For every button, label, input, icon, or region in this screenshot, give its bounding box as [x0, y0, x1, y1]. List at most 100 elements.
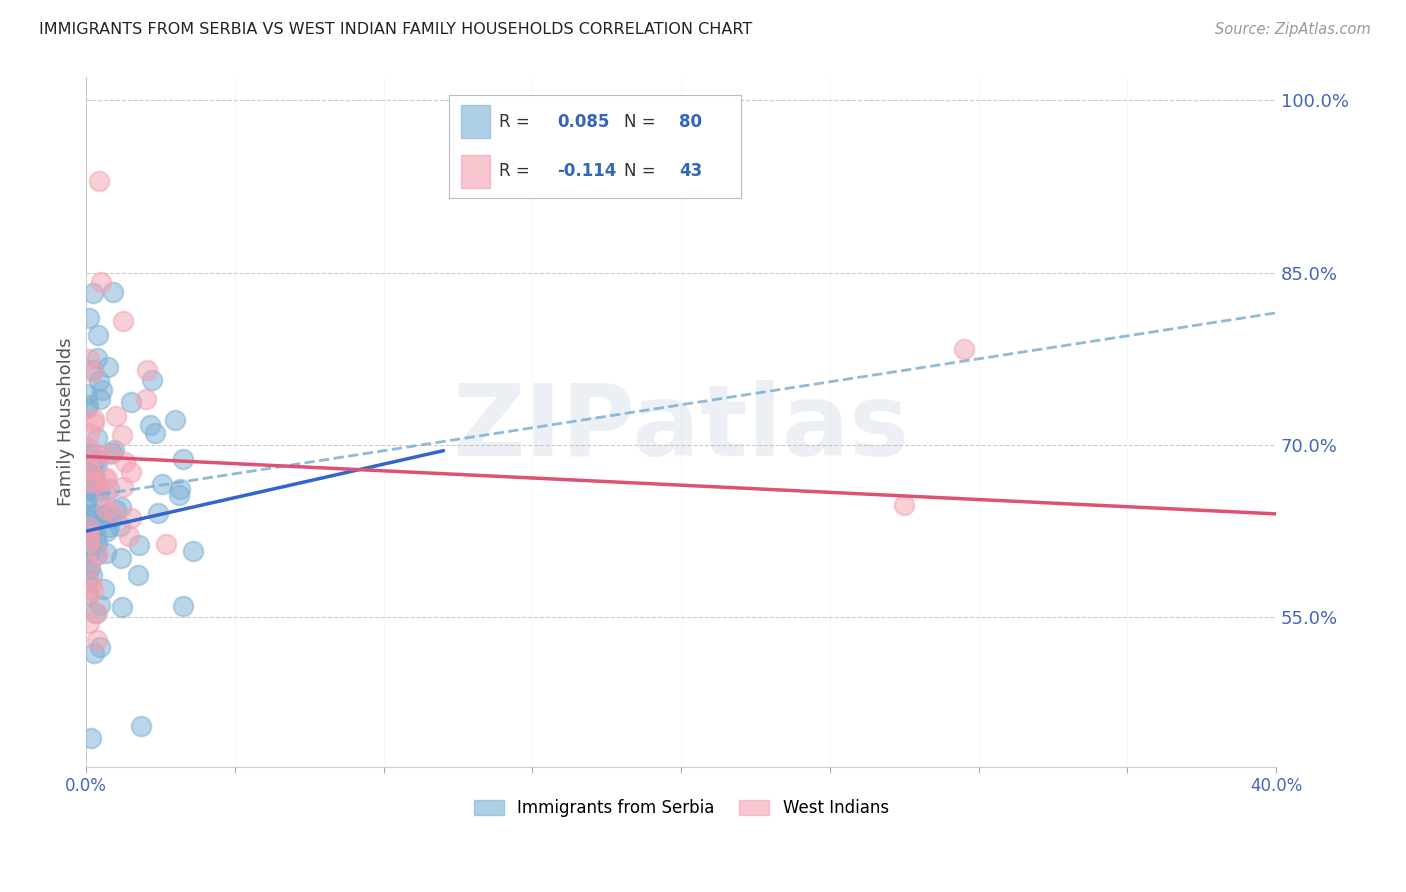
- Point: [82, 455, 104, 469]
- Point: [77, 587, 100, 601]
- Point: [893, 499, 915, 513]
- Point: [76, 447, 98, 461]
- Point: [96, 471, 118, 485]
- Point: [82, 286, 104, 301]
- Point: [77, 458, 100, 473]
- Point: [84, 452, 107, 467]
- Point: [172, 452, 194, 467]
- Point: [98, 482, 121, 496]
- Point: [77, 474, 100, 488]
- Legend: Immigrants from Serbia, West Indians: Immigrants from Serbia, West Indians: [467, 792, 896, 823]
- Point: [110, 500, 132, 515]
- Point: [90, 275, 112, 289]
- Point: [93, 582, 115, 597]
- Point: [79, 446, 101, 460]
- Point: [94, 546, 117, 560]
- Point: [93, 508, 115, 522]
- Point: [77, 558, 100, 573]
- Point: [83, 471, 105, 485]
- Point: [77, 501, 100, 516]
- Point: [952, 342, 974, 356]
- Point: [80, 568, 103, 582]
- Point: [83, 508, 105, 522]
- Point: [100, 511, 122, 525]
- Point: [76, 574, 98, 588]
- Point: [87, 328, 110, 343]
- Point: [76, 387, 98, 401]
- Point: [118, 529, 141, 543]
- Point: [104, 503, 127, 517]
- Point: [82, 583, 104, 598]
- Point: [89, 640, 111, 654]
- Point: [86, 606, 108, 620]
- Point: [84, 549, 107, 563]
- Point: [83, 646, 105, 660]
- Point: [84, 530, 107, 544]
- Point: [76, 401, 98, 416]
- Point: [76, 471, 98, 485]
- Point: [86, 457, 108, 471]
- Point: [83, 520, 105, 534]
- Point: [79, 513, 101, 527]
- Point: [89, 598, 111, 612]
- Point: [100, 447, 122, 461]
- Point: [77, 615, 100, 630]
- Point: [77, 547, 100, 561]
- Point: [101, 445, 124, 459]
- Point: [128, 538, 150, 552]
- Point: [76, 449, 98, 463]
- Point: [76, 508, 98, 522]
- Text: IMMIGRANTS FROM SERBIA VS WEST INDIAN FAMILY HOUSEHOLDS CORRELATION CHART: IMMIGRANTS FROM SERBIA VS WEST INDIAN FA…: [39, 22, 752, 37]
- Point: [183, 544, 205, 558]
- Point: [77, 520, 100, 534]
- Point: [83, 412, 105, 426]
- Point: [86, 633, 108, 648]
- Point: [146, 506, 169, 520]
- Point: [97, 520, 120, 534]
- Point: [150, 477, 173, 491]
- Point: [77, 311, 100, 326]
- Point: [80, 577, 103, 591]
- Point: [79, 561, 101, 575]
- Point: [89, 174, 111, 188]
- Point: [108, 518, 131, 533]
- Point: [86, 535, 108, 549]
- Point: [83, 416, 105, 430]
- Y-axis label: Family Households: Family Households: [58, 338, 75, 507]
- Point: [77, 351, 100, 366]
- Point: [111, 599, 134, 614]
- Point: [163, 412, 186, 426]
- Point: [93, 508, 115, 522]
- Point: [82, 363, 104, 377]
- Point: [91, 384, 114, 398]
- Point: [111, 428, 134, 442]
- Point: [84, 607, 107, 621]
- Point: [77, 560, 100, 574]
- Point: [87, 375, 110, 389]
- Point: [77, 398, 100, 412]
- Point: [86, 431, 108, 445]
- Point: [112, 314, 135, 328]
- Point: [79, 468, 101, 483]
- Point: [76, 491, 98, 506]
- Point: [155, 537, 177, 551]
- Point: [86, 547, 108, 561]
- Point: [114, 455, 136, 469]
- Point: [101, 285, 124, 300]
- Point: [139, 418, 162, 433]
- Point: [77, 529, 100, 543]
- Point: [89, 483, 111, 497]
- Point: [87, 449, 110, 463]
- Point: [82, 365, 104, 379]
- Point: [76, 588, 98, 602]
- Point: [136, 362, 159, 376]
- Text: ZIPatlas: ZIPatlas: [453, 380, 910, 477]
- Point: [120, 395, 142, 409]
- Point: [110, 551, 132, 566]
- Point: [169, 482, 191, 496]
- Point: [86, 351, 108, 366]
- Point: [101, 505, 124, 519]
- Point: [77, 534, 100, 549]
- Point: [87, 490, 110, 504]
- Point: [135, 392, 157, 407]
